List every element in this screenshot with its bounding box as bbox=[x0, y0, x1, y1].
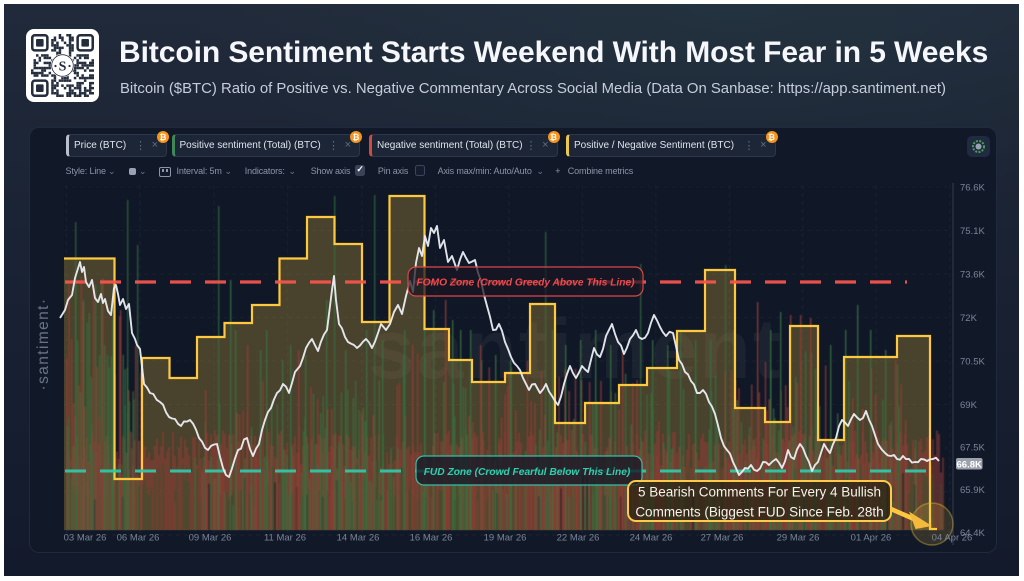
svg-text:67.5K: 67.5K bbox=[960, 442, 985, 453]
svg-text:29 Mar 26: 29 Mar 26 bbox=[777, 533, 820, 544]
svg-text:65.9K: 65.9K bbox=[960, 485, 985, 496]
svg-text:70.5K: 70.5K bbox=[960, 356, 985, 367]
svg-text:72K: 72K bbox=[960, 313, 978, 324]
svg-text:06 Mar 26: 06 Mar 26 bbox=[117, 533, 160, 544]
svg-text:Comments (Biggest FUD Since Fe: Comments (Biggest FUD Since Feb. 28th bbox=[635, 505, 883, 520]
svg-text:03 Mar 26: 03 Mar 26 bbox=[64, 533, 107, 544]
svg-text:04 Apr 26: 04 Apr 26 bbox=[932, 533, 973, 544]
svg-text:19 Mar 26: 19 Mar 26 bbox=[484, 533, 527, 544]
svg-text:16 Mar 26: 16 Mar 26 bbox=[410, 533, 453, 544]
svg-text:76.6K: 76.6K bbox=[960, 182, 985, 193]
svg-text:64.4K: 64.4K bbox=[960, 528, 985, 539]
svg-text:5 Bearish Comments For Every 4: 5 Bearish Comments For Every 4 Bullish bbox=[638, 485, 881, 500]
svg-text:75.1K: 75.1K bbox=[960, 226, 985, 237]
svg-text:24 Mar 26: 24 Mar 26 bbox=[630, 533, 673, 544]
svg-text:22 Mar 26: 22 Mar 26 bbox=[557, 533, 600, 544]
svg-text:01 Apr 26: 01 Apr 26 bbox=[851, 533, 892, 544]
svg-text:09 Mar 26: 09 Mar 26 bbox=[189, 533, 232, 544]
svg-text:27 Mar 26: 27 Mar 26 bbox=[701, 533, 744, 544]
svg-text:FOMO Zone (Crowd Greedy Above: FOMO Zone (Crowd Greedy Above This Line) bbox=[416, 278, 635, 289]
svg-text:FUD Zone (Crowd Fearful Below: FUD Zone (Crowd Fearful Below This Line) bbox=[424, 467, 631, 478]
svg-text:14 Mar 26: 14 Mar 26 bbox=[337, 533, 380, 544]
svg-text:S: S bbox=[59, 60, 67, 75]
svg-text:·santiment·: ·santiment· bbox=[35, 298, 52, 391]
svg-text:73.6K: 73.6K bbox=[960, 269, 985, 280]
svg-text:santiment: santiment bbox=[368, 302, 783, 396]
svg-text:66.8K: 66.8K bbox=[957, 459, 982, 470]
svg-text:69K: 69K bbox=[960, 400, 978, 411]
svg-text:11 Mar 26: 11 Mar 26 bbox=[264, 533, 306, 544]
